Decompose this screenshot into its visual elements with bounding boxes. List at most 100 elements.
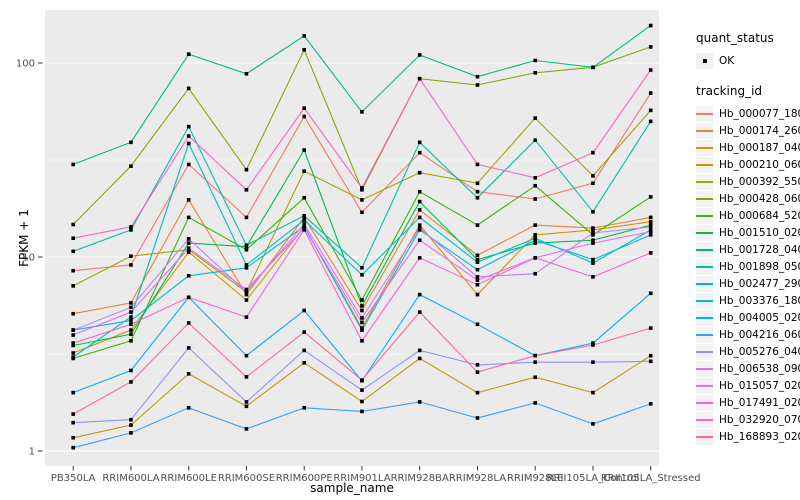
data-point	[244, 400, 249, 404]
data-point	[533, 238, 537, 243]
legend-items: Hb_000077_180 Hb_000174_260 Hb_000187_040 H…	[696, 105, 800, 445]
legend-item-label: Hb_000187_040	[719, 141, 800, 154]
data-point	[417, 76, 422, 81]
legend: quant_status OK tracking_id Hb_000077_18…	[696, 31, 800, 445]
data-point	[71, 435, 75, 440]
data-point	[71, 222, 75, 227]
data-point	[129, 315, 133, 319]
data-point	[302, 195, 306, 200]
legend-item-label: Hb_017491_020	[719, 396, 800, 409]
y-tick-label: 1	[29, 447, 35, 458]
legend-item-label: Hb_000684_520	[719, 209, 800, 222]
data-point	[475, 267, 480, 272]
data-point	[71, 343, 75, 348]
legend-key-line	[696, 360, 713, 377]
x-tick-label: RRIM928LE	[507, 473, 563, 484]
data-point	[591, 231, 595, 235]
data-point	[129, 228, 133, 232]
series-color-swatch	[696, 248, 713, 251]
legend-item: Hb_032920_070	[696, 411, 800, 428]
series-color-swatch	[696, 163, 713, 166]
legend-item: Hb_000187_040	[696, 139, 800, 156]
data-point	[129, 318, 133, 323]
data-point	[71, 412, 75, 416]
series-color-swatch	[696, 367, 713, 370]
data-point	[648, 91, 653, 95]
legend-item: Hb_000174_260	[696, 122, 800, 139]
legend-key-line	[696, 105, 713, 122]
data-point	[533, 71, 537, 75]
legend-item-label: Hb_168893_020	[719, 430, 800, 443]
data-point	[475, 370, 480, 374]
data-point	[475, 363, 480, 367]
data-point	[648, 251, 653, 255]
data-point	[533, 241, 537, 245]
legend-key-line	[696, 224, 713, 241]
data-point	[186, 52, 191, 57]
data-point	[129, 423, 133, 427]
legend-gap	[696, 69, 800, 84]
data-point	[302, 148, 306, 152]
data-point	[71, 162, 75, 167]
data-point	[591, 226, 595, 230]
data-point	[475, 278, 480, 282]
data-point	[129, 322, 133, 327]
data-point	[71, 328, 75, 332]
data-point	[591, 181, 595, 186]
data-point	[302, 360, 306, 365]
data-point	[648, 353, 653, 358]
data-point	[533, 236, 537, 240]
data-point	[417, 215, 422, 220]
data-point	[475, 257, 480, 262]
data-point	[533, 375, 537, 380]
legend-key-line	[696, 411, 713, 428]
legend-item: Hb_003376_180	[696, 292, 800, 309]
data-point	[244, 247, 249, 252]
data-point	[129, 225, 133, 229]
data-point	[648, 229, 653, 234]
data-point	[129, 263, 133, 267]
legend-item: Hb_004005_020	[696, 309, 800, 326]
data-point	[302, 226, 306, 230]
data-point	[71, 249, 75, 254]
x-tick-label: RRIM901LA	[333, 473, 390, 484]
data-point	[360, 378, 364, 382]
data-point	[71, 333, 75, 337]
data-point	[244, 315, 249, 319]
data-point	[648, 359, 653, 364]
legend-item-label: Hb_001510_020	[719, 226, 800, 239]
data-point	[244, 263, 249, 267]
legend-item-label: Hb_032920_070	[719, 413, 800, 426]
data-point	[302, 218, 306, 222]
data-point	[533, 183, 537, 188]
data-point	[533, 116, 537, 120]
legend-item: Hb_000077_180	[696, 105, 800, 122]
data-point	[129, 431, 133, 435]
data-point	[591, 275, 595, 279]
data-point	[648, 326, 653, 330]
data-point	[648, 119, 653, 124]
data-point	[360, 272, 364, 277]
data-point	[186, 246, 191, 251]
data-point	[360, 210, 364, 215]
data-point	[186, 250, 191, 254]
data-point	[417, 189, 422, 194]
data-point	[302, 214, 306, 218]
series-color-swatch	[696, 214, 713, 217]
legend-item-label: Hb_000392_550	[719, 175, 800, 188]
x-tick-label: RRIM928LA	[449, 473, 506, 484]
data-point	[244, 427, 249, 431]
data-point	[475, 189, 480, 194]
data-point	[648, 225, 653, 229]
data-point	[533, 353, 537, 358]
legend-item-label: Hb_004005_020	[719, 311, 800, 324]
data-point	[591, 241, 595, 245]
data-point	[360, 326, 364, 330]
data-point	[591, 174, 595, 178]
data-point	[244, 375, 249, 379]
legend-key-line	[696, 394, 713, 411]
data-point	[244, 292, 249, 297]
data-point	[129, 305, 133, 310]
x-tick-label: RRII105LA_Control	[547, 473, 640, 484]
